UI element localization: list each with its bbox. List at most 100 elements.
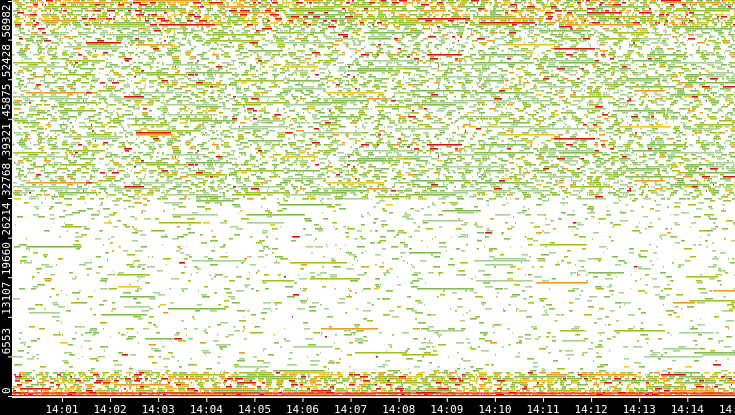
heatmap-cell: [126, 100, 131, 102]
heatmap-cell: [126, 16, 127, 18]
heatmap-cell: [144, 144, 150, 146]
heatmap-cell: [624, 62, 625, 64]
heatmap-cell: [554, 138, 595, 140]
heatmap-cell: [364, 122, 368, 124]
heatmap-cell: [618, 40, 623, 42]
heatmap-cell: [454, 96, 456, 98]
heatmap-cell: [167, 28, 175, 30]
heatmap-cell: [47, 154, 55, 156]
heatmap-cell: [202, 44, 205, 46]
heatmap-cell: [135, 74, 141, 76]
heatmap-cell: [323, 154, 330, 156]
heatmap-cell: [300, 96, 302, 98]
heatmap-cell: [561, 98, 562, 100]
heatmap-cell: [555, 74, 559, 76]
heatmap-cell: [61, 8, 62, 10]
heatmap-cell: [470, 138, 473, 140]
heatmap-cell: [289, 34, 290, 36]
heatmap-cell: [127, 38, 133, 40]
heatmap-cell: [356, 34, 358, 36]
heatmap-cell: [530, 74, 536, 76]
heatmap-cell: [588, 112, 595, 114]
heatmap-cell: [557, 158, 565, 160]
heatmap-cell: [634, 108, 638, 110]
heatmap-cell: [42, 4, 43, 6]
heatmap-cell: [334, 78, 342, 80]
heatmap-cell: [661, 108, 665, 110]
heatmap-cell: [423, 26, 424, 28]
heatmap-cell: [300, 30, 305, 32]
heatmap-cell: [251, 38, 254, 40]
heatmap-cell: [237, 96, 285, 98]
heatmap-cell: [110, 70, 114, 72]
heatmap-cell: [195, 12, 198, 14]
heatmap-cell: [222, 28, 228, 30]
heatmap-cell: [86, 40, 87, 42]
heatmap-cell: [107, 122, 111, 124]
heatmap-cell: [230, 84, 237, 86]
heatmap-cell: [29, 110, 37, 112]
heatmap-cell: [116, 38, 123, 40]
heatmap-cell: [338, 110, 343, 112]
heatmap-cell: [202, 142, 207, 144]
heatmap-cell: [148, 56, 152, 58]
heatmap-cell: [185, 120, 188, 122]
heatmap-cell: [573, 100, 578, 102]
heatmap-cell: [650, 52, 655, 54]
heatmap-cell: [46, 26, 48, 28]
heatmap-cell: [167, 128, 170, 130]
heatmap-cell: [524, 148, 530, 150]
heatmap-cell: [328, 26, 336, 28]
heatmap-cell: [563, 64, 564, 66]
heatmap-cell: [256, 62, 258, 64]
heatmap-cell: [30, 18, 36, 20]
heatmap-cell: [44, 68, 47, 70]
heatmap-cell: [404, 68, 412, 70]
heatmap-cell: [220, 8, 223, 10]
heatmap-cell: [480, 118, 488, 120]
heatmap-cell: [96, 94, 101, 96]
heatmap-cell: [130, 134, 133, 136]
heatmap-cell: [261, 122, 266, 124]
heatmap-cell: [578, 4, 581, 6]
heatmap-cell: [676, 84, 682, 86]
heatmap-cell: [700, 6, 706, 8]
heatmap-cell: [699, 102, 702, 104]
heatmap-cell: [620, 94, 628, 96]
heatmap-cell: [113, 96, 114, 98]
heatmap-cell: [113, 18, 115, 20]
heatmap-cell: [656, 62, 658, 64]
heatmap-cell: [715, 150, 721, 152]
heatmap-cell: [519, 82, 521, 84]
heatmap-cell: [433, 16, 436, 18]
heatmap-cell: [283, 122, 285, 124]
heatmap-cell: [79, 20, 82, 22]
heatmap-cell: [636, 154, 637, 156]
heatmap-cell: [587, 6, 588, 8]
heatmap-cell: [60, 90, 66, 92]
heatmap-cell: [294, 78, 295, 80]
heatmap-cell: [219, 80, 223, 82]
heatmap-cell: [283, 90, 291, 92]
heatmap-cell: [500, 78, 508, 80]
heatmap-cell: [92, 56, 97, 58]
heatmap-cell: [392, 108, 399, 110]
heatmap-cell: [224, 146, 231, 148]
heatmap-cell: [123, 92, 126, 94]
heatmap-cell: [540, 58, 548, 60]
heatmap-cell: [322, 96, 323, 98]
heatmap-cell: [416, 0, 421, 2]
heatmap-cell: [700, 122, 704, 124]
heatmap-cell: [480, 96, 487, 98]
heatmap-cell: [65, 30, 66, 32]
heatmap-cell: [632, 14, 633, 16]
heatmap-cell: [30, 36, 35, 38]
heatmap-cell: [610, 48, 613, 50]
heatmap-cell: [402, 120, 407, 122]
heatmap-cell: [576, 124, 579, 126]
heatmap-cell: [723, 86, 735, 88]
heatmap-cell: [403, 2, 411, 4]
heatmap-cell: [214, 86, 219, 88]
heatmap-cell: [491, 28, 498, 30]
heatmap-cell: [689, 20, 693, 22]
